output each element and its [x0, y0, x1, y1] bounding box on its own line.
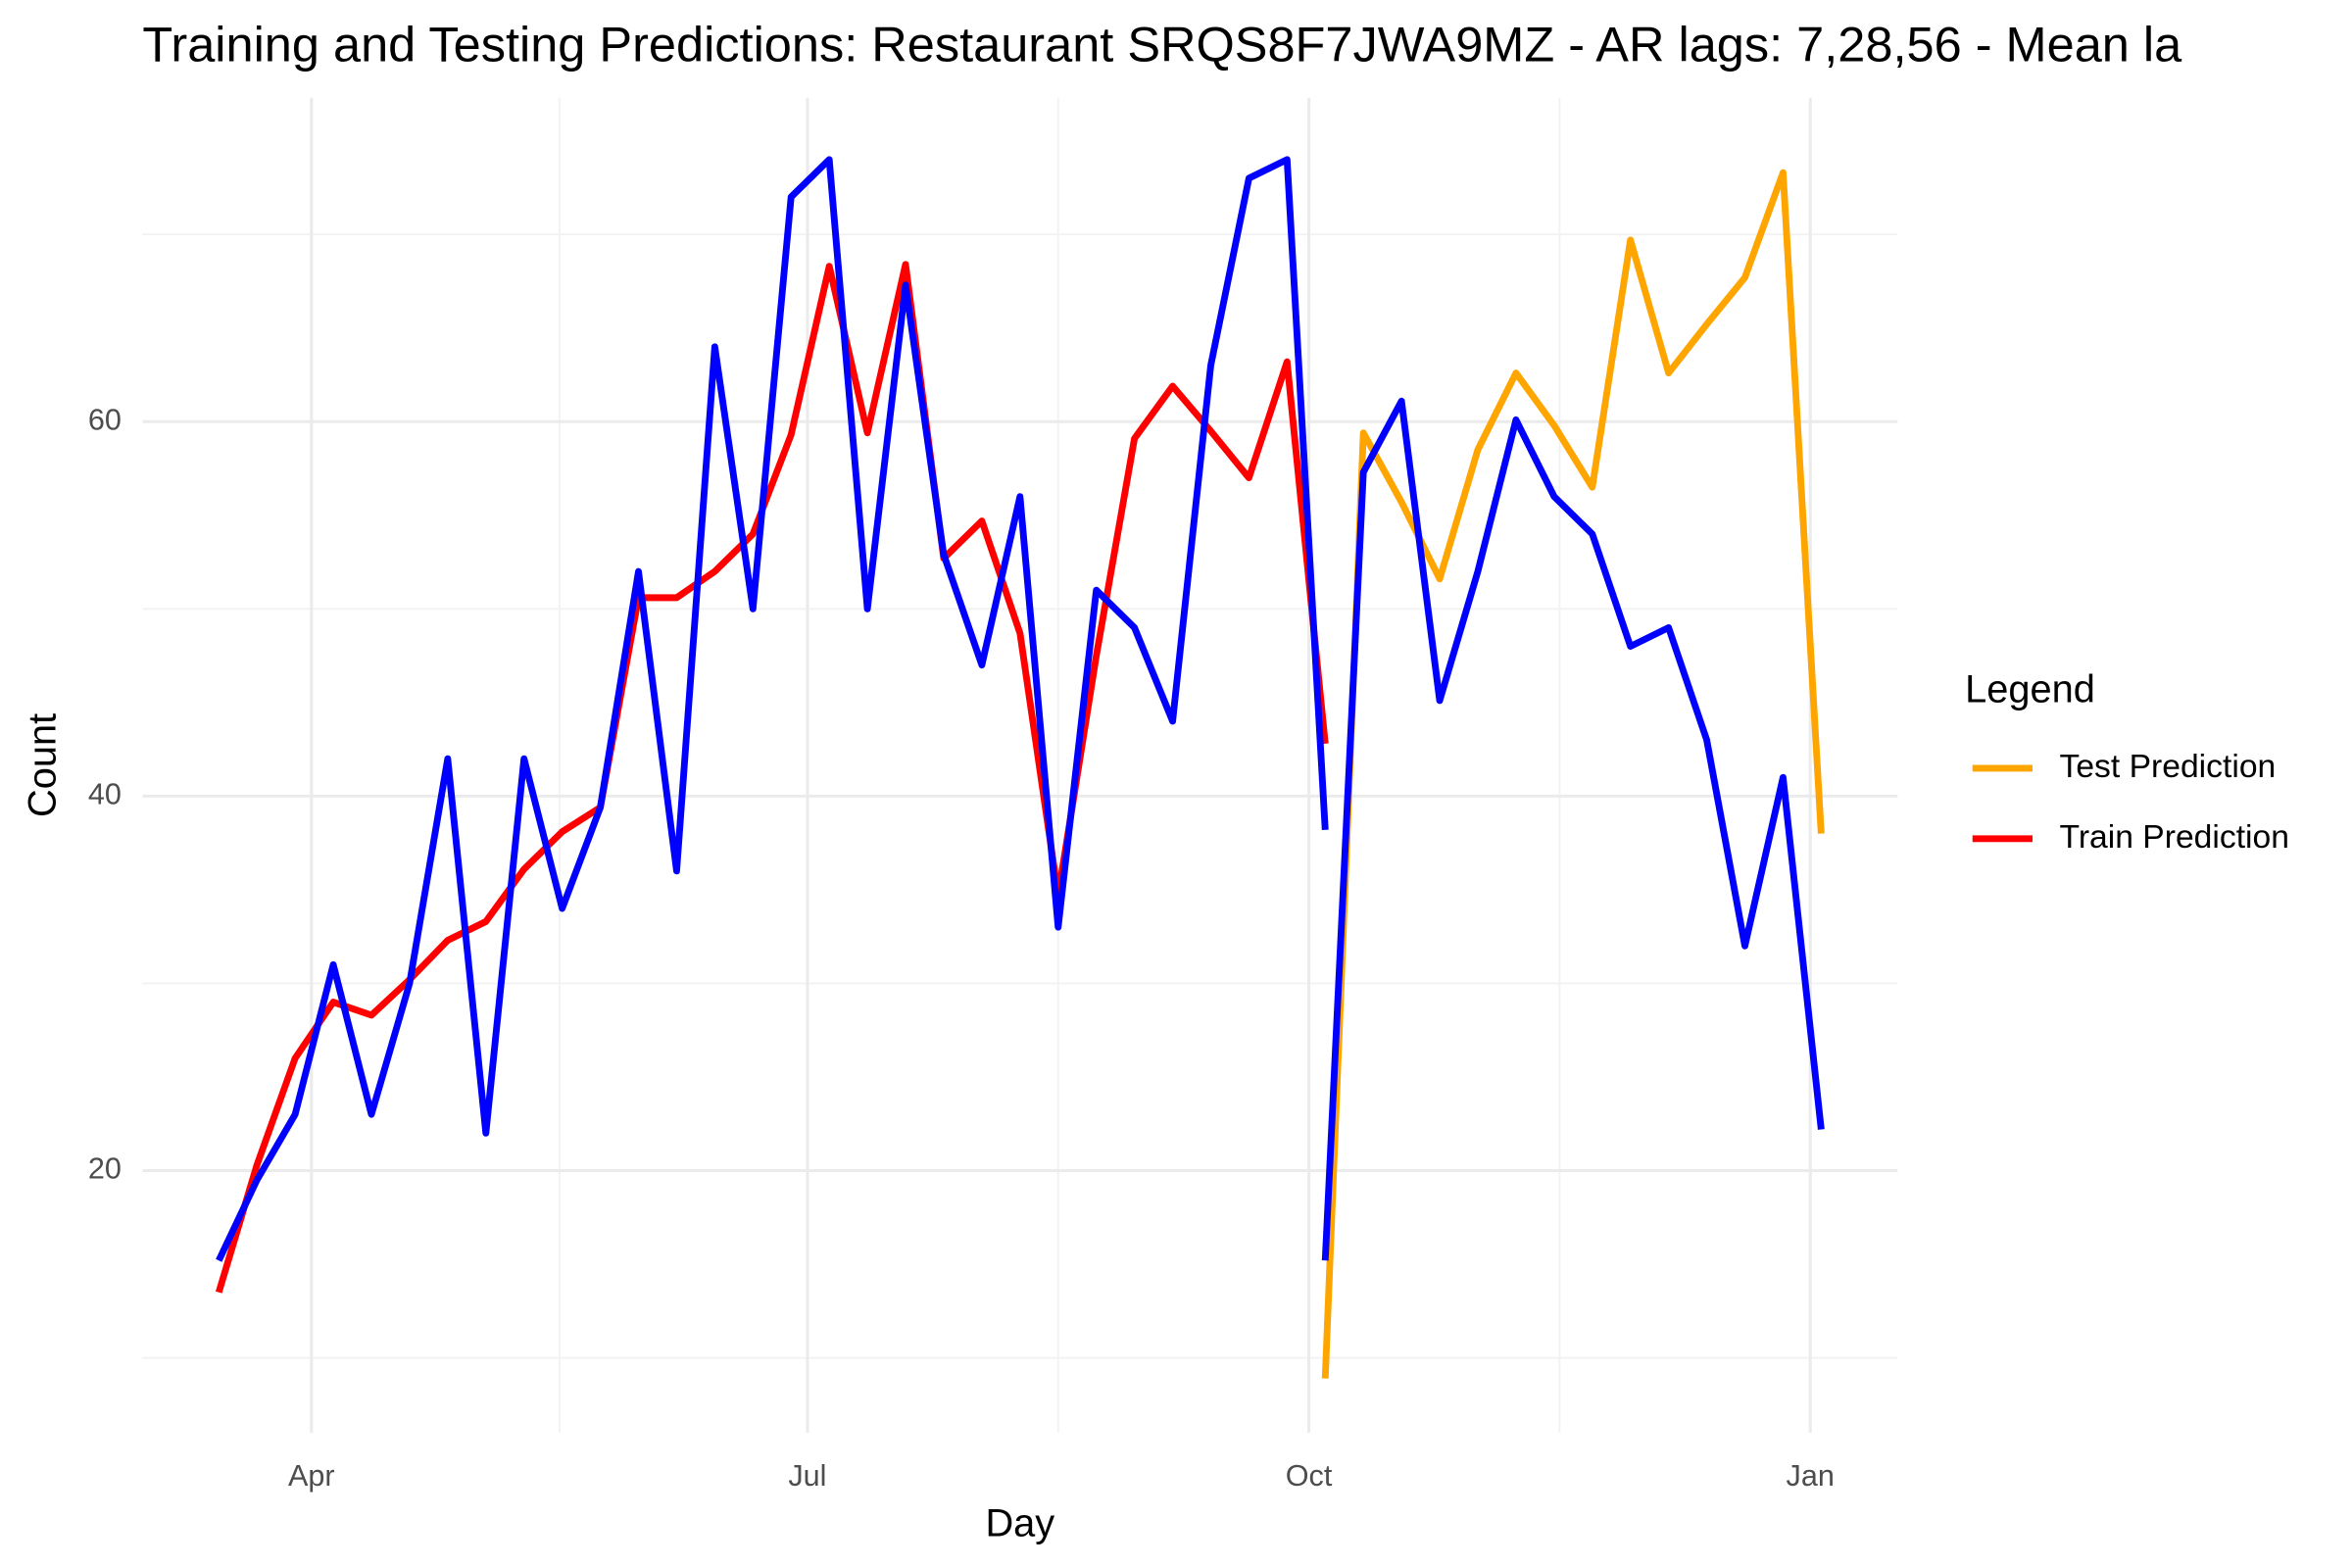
legend-label: Train Prediction — [2060, 819, 2289, 856]
series-line — [1321, 169, 1825, 1379]
y-tick-label: 20 — [88, 1152, 122, 1186]
chart-title: Training and Testing Predictions: Restau… — [142, 17, 2182, 73]
series-line — [1321, 397, 1825, 1261]
x-tick-label: Jul — [788, 1459, 826, 1493]
series-line — [215, 261, 1329, 1294]
x-axis-label: Day — [985, 1501, 1054, 1544]
y-tick-label: 40 — [88, 777, 122, 810]
legend-label: Test Prediction — [2060, 749, 2277, 785]
x-tick-label: Apr — [288, 1459, 335, 1493]
y-tick-label: 60 — [88, 403, 122, 436]
legend-title: Legend — [1965, 667, 2095, 710]
series-line — [216, 156, 1329, 1262]
y-axis-label: Count — [21, 713, 64, 817]
x-tick-label: Oct — [1286, 1459, 1333, 1493]
x-tick-label: Jan — [1787, 1459, 1835, 1493]
